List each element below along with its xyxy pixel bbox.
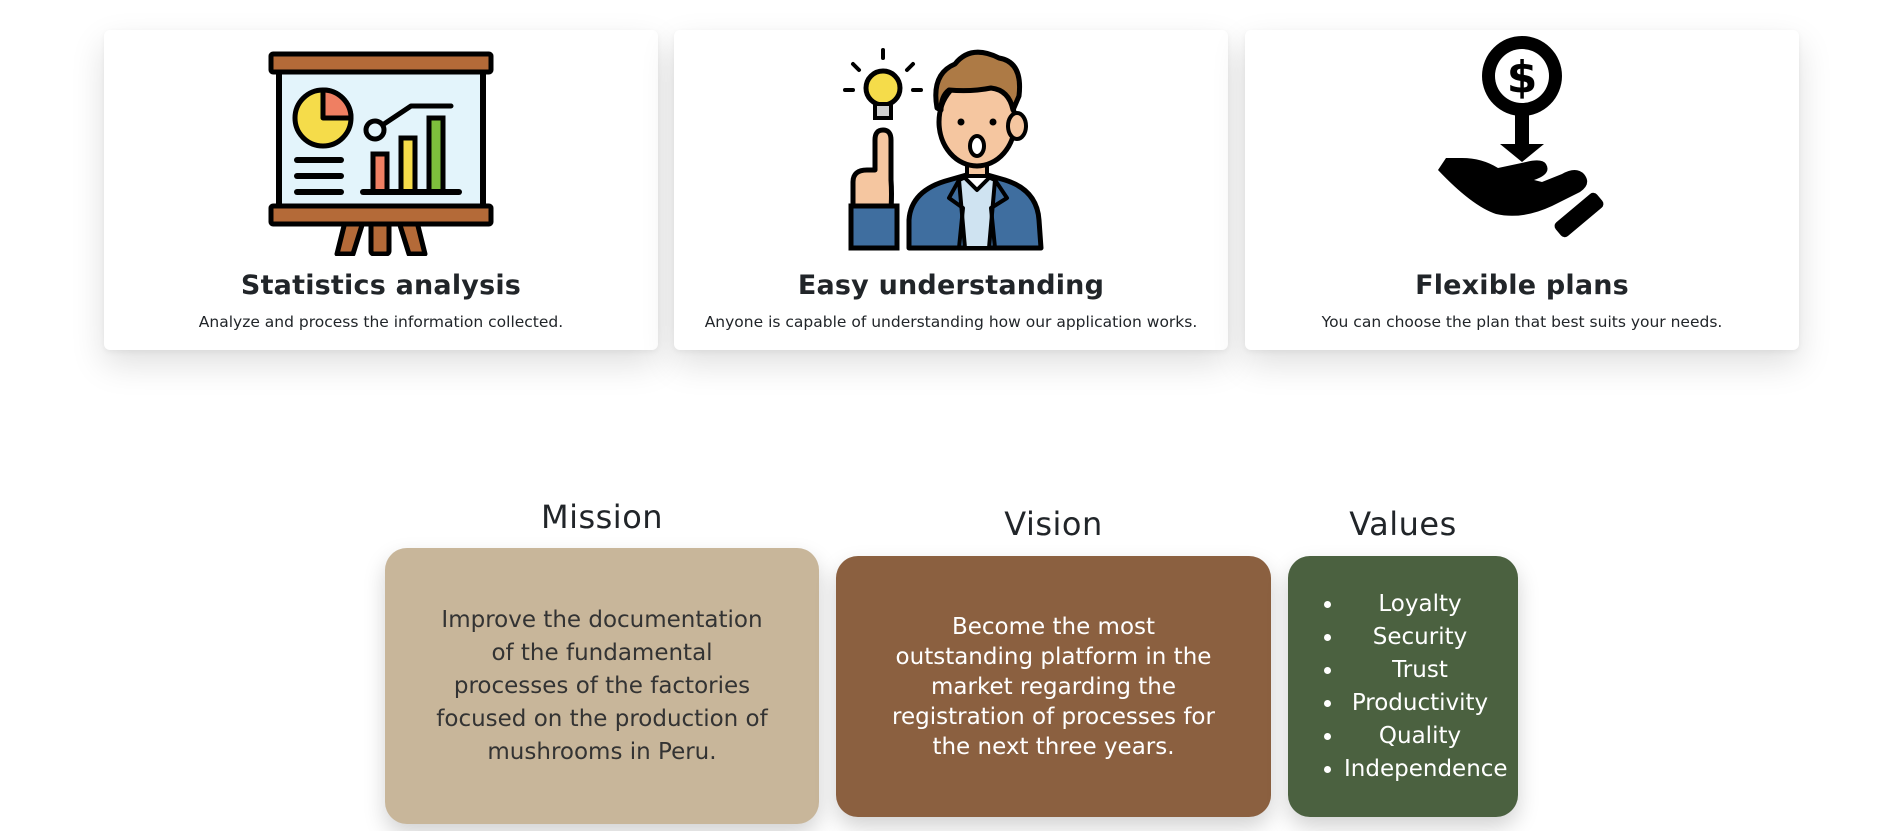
list-item: Trust	[1344, 654, 1518, 687]
vision-text: Become the most outstanding platform in …	[892, 613, 1215, 760]
feature-title: Flexible plans	[1415, 270, 1629, 301]
list-item: Quality	[1344, 720, 1518, 753]
svg-text:$: $	[1507, 52, 1538, 103]
mission-title: Mission	[540, 498, 664, 536]
list-item: Productivity	[1344, 687, 1518, 720]
hand-dollar-icon: $	[1402, 30, 1642, 256]
feature-title: Easy understanding	[797, 270, 1105, 301]
feature-card-statistics: Statistics analysis Analyze and process …	[104, 30, 658, 350]
values-box: Loyalty Security Trust Productivity Qual…	[1288, 556, 1518, 817]
list-item: Security	[1344, 621, 1518, 654]
mission-text: Improve the documentation of the fundame…	[436, 606, 768, 765]
vision-box: Become the most outstanding platform in …	[836, 556, 1271, 817]
presentation-board-icon	[261, 30, 501, 256]
values-list: Loyalty Security Trust Productivity Qual…	[1288, 588, 1518, 786]
vision-title: Vision	[1004, 505, 1103, 543]
feature-description: Analyze and process the information coll…	[198, 313, 564, 331]
mission-box: Improve the documentation of the fundame…	[385, 548, 819, 824]
feature-description: You can choose the plan that best suits …	[1321, 313, 1723, 331]
feature-title: Statistics analysis	[240, 270, 522, 301]
idea-person-icon	[831, 30, 1071, 256]
feature-card-plans: $ Flexible plans You can choose the plan…	[1245, 30, 1799, 350]
feature-description: Anyone is capable of understanding how o…	[704, 313, 1198, 331]
list-item: Independence	[1344, 753, 1518, 786]
values-title: Values	[1349, 505, 1457, 543]
feature-card-understanding: Easy understanding Anyone is capable of …	[674, 30, 1228, 350]
list-item: Loyalty	[1344, 588, 1518, 621]
